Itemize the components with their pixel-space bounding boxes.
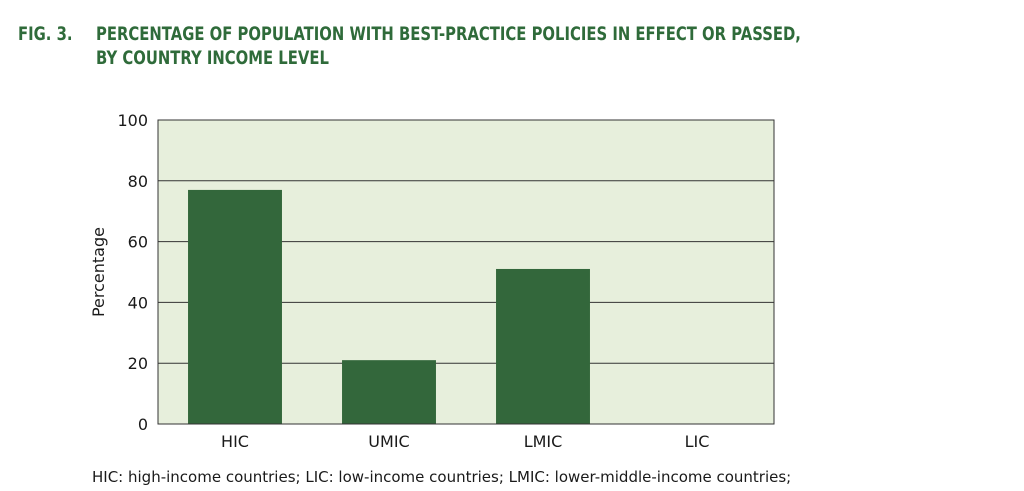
footnote: HIC: high-income countries; LIC: low-inc… <box>92 468 792 486</box>
bar-hic <box>188 189 282 424</box>
y-tick-label: 60 <box>128 233 148 252</box>
y-axis-label: Percentage <box>89 227 108 317</box>
bar-umic <box>342 360 436 424</box>
figure-label: FIG. 3. <box>18 23 73 45</box>
y-tick-label: 20 <box>128 354 148 373</box>
y-tick-label: 40 <box>128 293 148 312</box>
x-tick-label: HIC <box>221 432 249 451</box>
x-tick-label: UMIC <box>368 432 409 451</box>
figure-title-line-1: PERCENTAGE OF POPULATION WITH BEST-PRACT… <box>96 23 801 45</box>
bar-chart: 0 20 40 60 80 100 HIC UMIC LMIC LIC Percentage <box>89 111 775 451</box>
bars <box>188 189 590 424</box>
y-tick-label: 100 <box>117 111 148 130</box>
y-tick-label: 80 <box>128 172 148 191</box>
figure-title: PERCENTAGE OF POPULATION WITH BEST-PRACT… <box>96 22 801 70</box>
plot-frame <box>157 119 775 425</box>
y-tick-label: 0 <box>138 415 148 434</box>
x-tick-label: LMIC <box>524 432 563 451</box>
bar-lmic <box>496 268 590 424</box>
figure-title-line-2: BY COUNTRY INCOME LEVEL <box>96 47 329 69</box>
x-tick-label: LIC <box>685 432 710 451</box>
y-axis-ticks: 0 20 40 60 80 100 <box>117 111 148 434</box>
x-axis-ticks: HIC UMIC LMIC LIC <box>221 432 709 451</box>
